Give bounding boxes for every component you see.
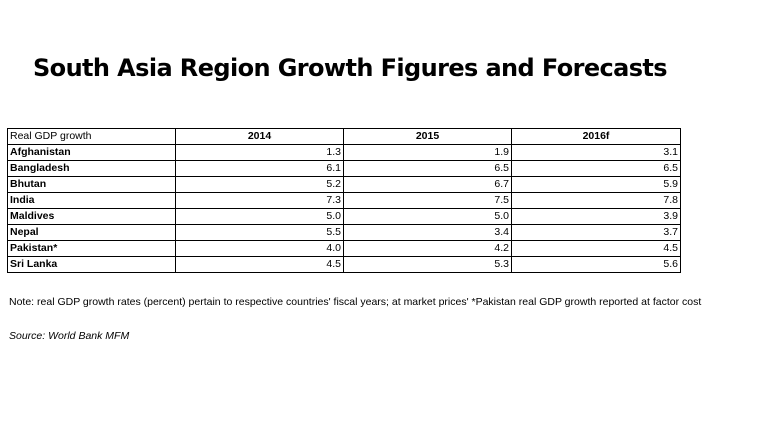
country-cell: Bangladesh	[7, 160, 176, 177]
country-cell: India	[7, 192, 176, 209]
value-cell: 5.0	[343, 208, 512, 225]
country-cell: Bhutan	[7, 176, 176, 193]
value-cell: 4.5	[511, 240, 681, 257]
value-cell: 5.2	[175, 176, 344, 193]
value-cell: 1.3	[175, 144, 344, 161]
country-cell: Sri Lanka	[7, 256, 176, 273]
table-row: Pakistan* 4.0 4.2 4.5	[7, 240, 681, 257]
value-cell: 4.5	[175, 256, 344, 273]
column-header: 2016f	[511, 128, 681, 145]
column-header: 2014	[175, 128, 344, 145]
value-cell: 6.7	[343, 176, 512, 193]
gdp-table: Real GDP growth 2014 2015 2016f Afghanis…	[7, 128, 681, 273]
value-cell: 5.3	[343, 256, 512, 273]
value-cell: 4.2	[343, 240, 512, 257]
value-cell: 1.9	[343, 144, 512, 161]
value-cell: 6.5	[511, 160, 681, 177]
table-row: India 7.3 7.5 7.8	[7, 192, 681, 209]
source-note: Source: World Bank MFM	[9, 330, 130, 342]
table-row: Bhutan 5.2 6.7 5.9	[7, 176, 681, 193]
value-cell: 3.4	[343, 224, 512, 241]
table-row: Bangladesh 6.1 6.5 6.5	[7, 160, 681, 177]
page-title: South Asia Region Growth Figures and For…	[33, 54, 668, 82]
value-cell: 3.1	[511, 144, 681, 161]
country-cell: Maldives	[7, 208, 176, 225]
table-row: Sri Lanka 4.5 5.3 5.6	[7, 256, 681, 273]
table-row: Nepal 5.5 3.4 3.7	[7, 224, 681, 241]
value-cell: 5.6	[511, 256, 681, 273]
value-cell: 3.9	[511, 208, 681, 225]
value-cell: 6.1	[175, 160, 344, 177]
value-cell: 5.5	[175, 224, 344, 241]
country-cell: Afghanistan	[7, 144, 176, 161]
table-row: Maldives 5.0 5.0 3.9	[7, 208, 681, 225]
country-cell: Nepal	[7, 224, 176, 241]
table-row: Afghanistan 1.3 1.9 3.1	[7, 144, 681, 161]
value-cell: 5.0	[175, 208, 344, 225]
table-body: Afghanistan 1.3 1.9 3.1 Bangladesh 6.1 6.5 6.5 B…	[7, 144, 681, 273]
value-cell: 7.3	[175, 192, 344, 209]
value-cell: 5.9	[511, 176, 681, 193]
table-header-row: Real GDP growth 2014 2015 2016f	[7, 128, 681, 145]
value-cell: 4.0	[175, 240, 344, 257]
value-cell: 3.7	[511, 224, 681, 241]
footnote: Note: real GDP growth rates (percent) pe…	[9, 296, 702, 308]
country-cell: Pakistan*	[7, 240, 176, 257]
value-cell: 7.8	[511, 192, 681, 209]
value-cell: 6.5	[343, 160, 512, 177]
value-cell: 7.5	[343, 192, 512, 209]
column-header: 2015	[343, 128, 512, 145]
corner-label: Real GDP growth	[7, 128, 176, 145]
